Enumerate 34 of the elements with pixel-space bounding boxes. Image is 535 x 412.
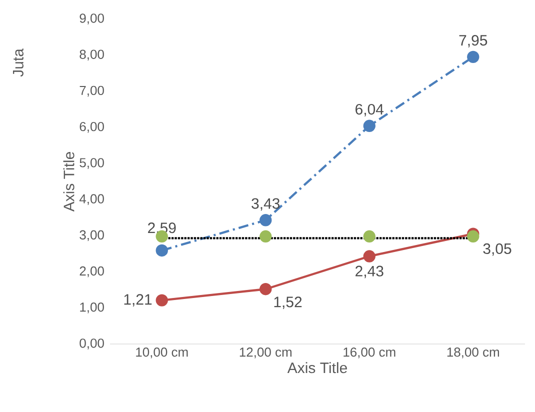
point [467,230,480,242]
point [363,120,376,132]
y-axis-title: Axis Title [63,152,74,212]
x-tick-label: 16,00 cm [344,348,396,358]
y-tick-label: 0,00 [80,338,104,350]
point [467,50,480,64]
y-tick-label: 4,00 [79,194,104,205]
data-label: 6,04 [356,104,384,116]
point [260,283,272,296]
point [156,294,168,306]
data-label: 1,52 [274,296,302,310]
y-tick-label: 6,00 [80,122,104,133]
point [260,214,272,226]
point [363,230,376,242]
x-tick-label: 12,00 cm [240,348,292,358]
point [363,250,376,262]
data-label: 1,21 [124,294,152,306]
y-tick-label: 5,00 [80,158,104,169]
data-label: 3,43 [252,198,280,211]
y-tick-label: 7,00 [80,86,104,97]
y-tick-label: 3,00 [80,230,104,242]
point [156,244,168,257]
data-label: 3,05 [483,243,512,256]
y-tick-label: 9,00 [80,14,104,24]
x-tick-label: 10,00 cm [136,348,188,358]
text: Juta [13,48,24,77]
y-tick-label: 2,00 [80,266,104,278]
data-label: 7,95 [459,34,488,48]
x-tick-label: 18,00 cm [447,348,499,358]
data-label: 2,43 [356,266,384,278]
point [260,230,272,242]
x-axis-title: Axis Title [287,362,347,374]
y-tick-label: 8,00 [80,50,104,60]
y-tick-label: 1,00 [80,302,104,314]
